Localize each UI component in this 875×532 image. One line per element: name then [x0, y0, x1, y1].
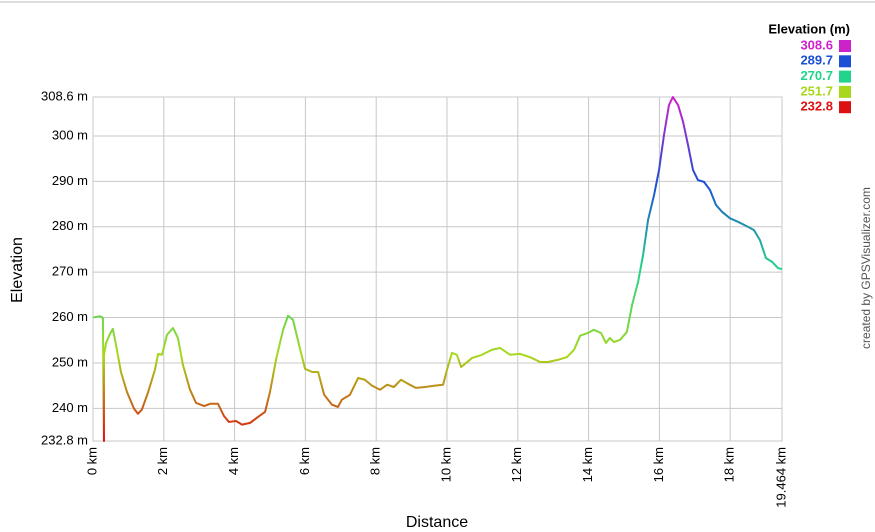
x-tick-label: 8 km — [368, 447, 383, 475]
x-tick-label: 16 km — [651, 447, 666, 482]
x-tick-label: 10 km — [438, 447, 453, 482]
legend-label: 308.6 — [800, 37, 833, 52]
legend-label: 251.7 — [800, 83, 833, 98]
x-tick-label: 2 km — [155, 447, 170, 475]
x-tick-label: 18 km — [722, 447, 737, 482]
x-tick-label: 0 km — [84, 447, 99, 475]
legend-swatch — [839, 85, 851, 98]
legend-label: 289.7 — [800, 53, 833, 68]
elevation-line — [92, 96, 783, 442]
legend-swatch — [839, 40, 851, 52]
y-tick-label: 270 m — [52, 264, 88, 279]
credit: created by GPSVisualizer.com — [859, 187, 873, 349]
legend-swatch — [839, 55, 851, 68]
y-tick-label: 260 m — [52, 309, 88, 324]
legend-label: 232.8 — [800, 99, 833, 114]
x-axis-title: Distance — [406, 514, 468, 531]
plot-area — [92, 96, 783, 442]
legend-label: 270.7 — [800, 68, 833, 83]
y-tick-label: 290 m — [52, 173, 88, 188]
x-tick-label: 4 km — [226, 447, 241, 475]
y-tick-label: 232.8 m — [41, 432, 88, 447]
x-tick-label: 12 km — [509, 447, 524, 482]
legend-swatch — [839, 101, 851, 114]
y-tick-label: 250 m — [52, 354, 88, 369]
y-tick-label: 280 m — [52, 218, 88, 233]
x-tick-label: 6 km — [297, 447, 312, 475]
legend-title: Elevation (m) — [768, 21, 850, 36]
y-tick-label: 300 m — [52, 127, 88, 142]
y-axis-title: Elevation — [9, 237, 26, 303]
legend-swatch — [839, 70, 851, 83]
y-tick-label: 240 m — [52, 400, 88, 415]
x-tick-label: 19.464 km — [773, 447, 788, 508]
x-tick-label: 14 km — [580, 447, 595, 482]
y-tick-label: 308.6 m — [41, 88, 88, 103]
